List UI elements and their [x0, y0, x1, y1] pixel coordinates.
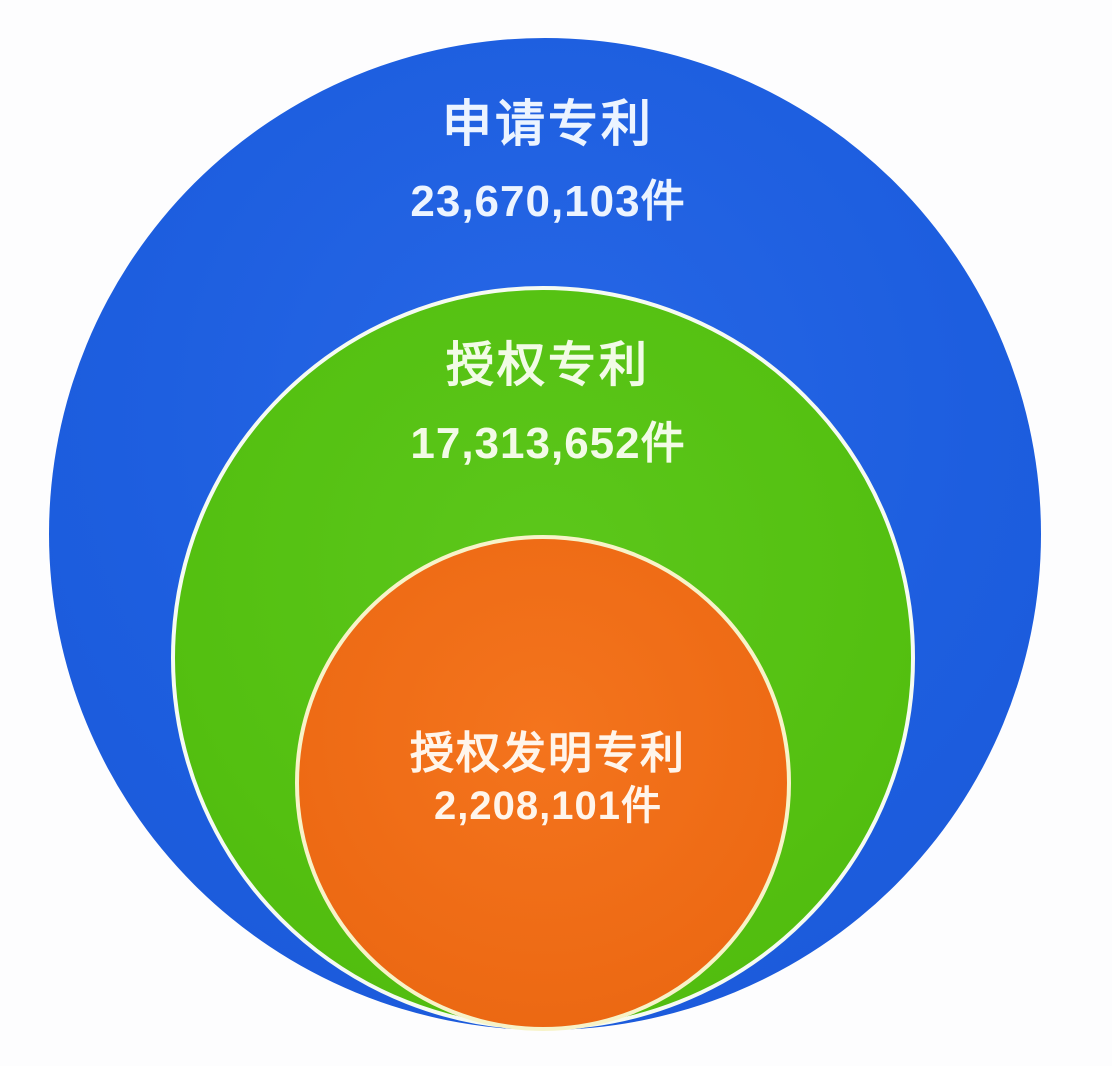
circle-granted-invention-patents — [295, 535, 791, 1031]
granted-invention-patents-value: 2,208,101件 — [434, 784, 662, 828]
applied-patents-value: 23,670,103件 — [410, 177, 686, 226]
granted-invention-patents-label: 授权发明专利 — [410, 729, 686, 778]
granted-patents-label: 授权专利 — [445, 339, 650, 392]
applied-patents-label: 申请专利 — [442, 96, 654, 152]
granted-patents-value: 17,313,652件 — [410, 419, 686, 468]
